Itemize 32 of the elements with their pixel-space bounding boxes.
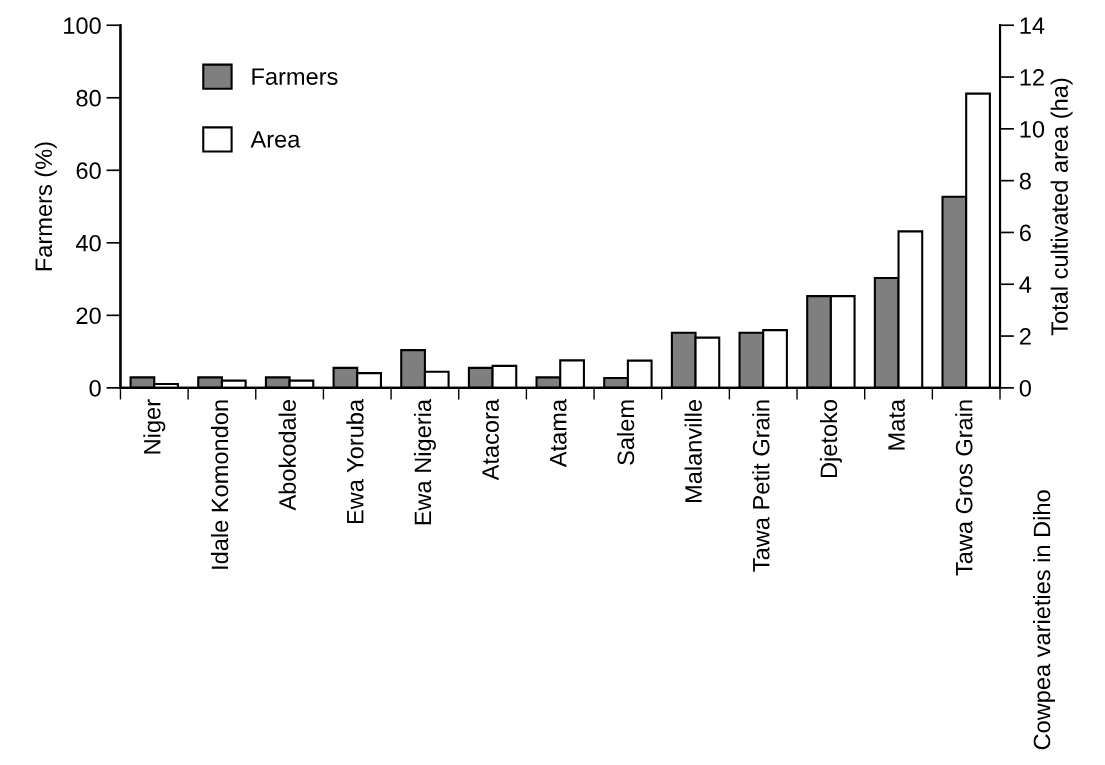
- y2-tick-label: 6: [1019, 224, 1031, 242]
- y2-tick-label: 8: [1019, 172, 1031, 190]
- y-axis-title: Farmers (%): [34, 142, 57, 271]
- y2-tick-label: 12: [1020, 69, 1044, 86]
- legend-label: Farmers: [252, 68, 338, 85]
- x-tick-label: Tawa Petit Grain: [752, 400, 770, 572]
- y2-tick-label: 2: [1019, 328, 1031, 345]
- x-tick-label: Ewa Yoruba: [346, 398, 364, 524]
- y2-tick-label: 10: [1020, 120, 1045, 138]
- y2-tick-label: 14: [1020, 17, 1045, 34]
- x-tick-label: Atama: [550, 398, 567, 468]
- y2-tick-label: 4: [1019, 276, 1032, 293]
- x-tick-label: Atacora: [482, 398, 499, 481]
- legend-label: Area: [250, 131, 301, 148]
- y-tick-label: 80: [76, 89, 101, 107]
- y2-axis-title: Total cultivated area (ha): [1050, 78, 1073, 336]
- x-tick-label: Mata: [888, 398, 905, 450]
- x-tick-label: Niger: [143, 399, 166, 454]
- x-tick-label: Ewa Nigeria: [413, 398, 436, 525]
- y-tick-label: 100: [64, 17, 101, 35]
- y2-tick-label: 0: [1019, 379, 1031, 397]
- x-tick-label: Salem: [616, 400, 635, 465]
- y-tick-label: 0: [89, 379, 101, 397]
- y-tick-label: 40: [75, 234, 101, 252]
- x-tick-label: Idale Komondon: [210, 400, 229, 569]
- text: Cowpea varieties in Diho: [1033, 490, 1056, 750]
- x-tick-label: Djetoko: [819, 399, 842, 478]
- x-tick-label: Malanville: [684, 400, 702, 503]
- y-tick-label: 60: [76, 162, 101, 180]
- x-tick-label: Tawa Gros Grain: [955, 400, 973, 576]
- x-tick-label: Abokodale: [278, 400, 296, 511]
- y-tick-label: 20: [76, 307, 101, 325]
